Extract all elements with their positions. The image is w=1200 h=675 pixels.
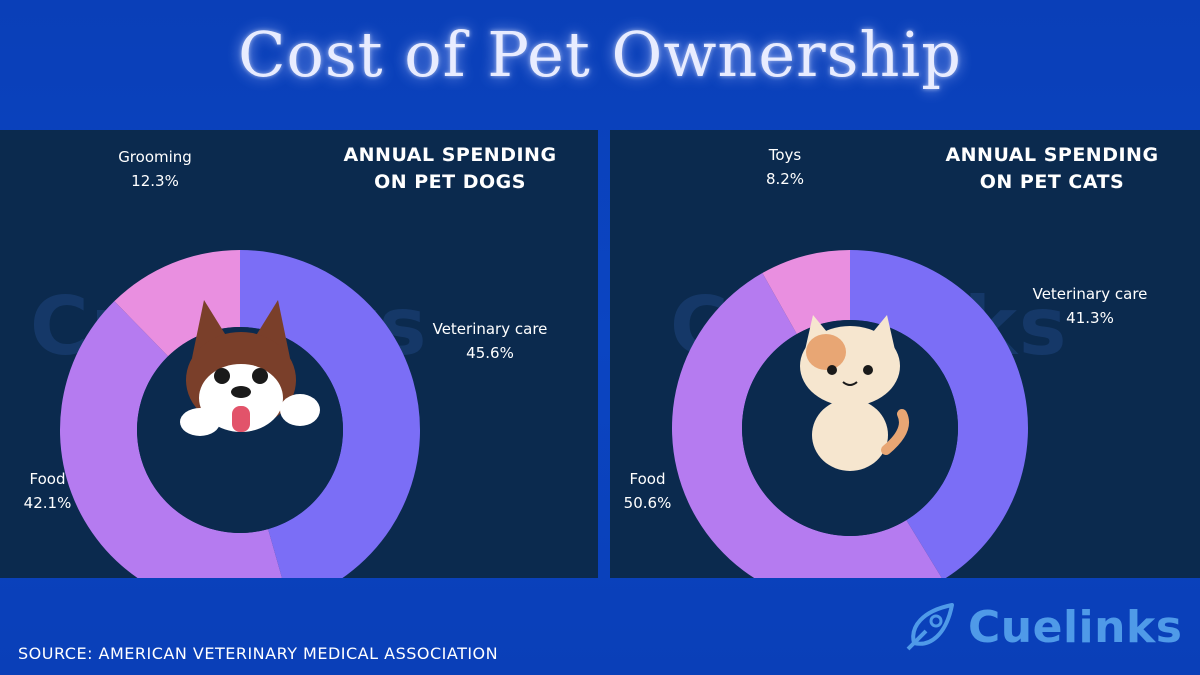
cats-label-toys-value: 8.2% bbox=[765, 170, 805, 188]
cats-chart-title: ANNUAL SPENDING ON PET CATS bbox=[902, 142, 1200, 196]
cats-slice-toys bbox=[762, 250, 850, 334]
cuelinks-logo-text: Cuelinks bbox=[968, 601, 1183, 653]
cats-label-toys: Toys 8.2% bbox=[740, 143, 830, 191]
dogs-label-veterinary-care: Veterinary care 45.6% bbox=[410, 317, 570, 365]
cats-label-food-name: Food bbox=[629, 470, 666, 488]
dogs-label-food: Food 42.1% bbox=[0, 467, 95, 515]
cats-chart-panel: Cuelinks ANNUAL SPENDING ON PET CATS Vet… bbox=[610, 130, 1200, 578]
cats-label-veterinary-care-value: 41.3% bbox=[1066, 309, 1114, 327]
cats-label-veterinary-care: Veterinary care 41.3% bbox=[1010, 282, 1170, 330]
cats-donut-chart bbox=[672, 250, 1028, 578]
dogs-label-food-name: Food bbox=[29, 470, 66, 488]
dogs-chart-title-line-2: ON PET DOGS bbox=[374, 171, 526, 193]
dogs-label-grooming-name: Grooming bbox=[118, 148, 192, 166]
cats-chart-title-line-1: ANNUAL SPENDING bbox=[945, 144, 1159, 166]
cuelinks-logo: Cuelinks bbox=[900, 592, 1182, 662]
cats-label-food: Food 50.6% bbox=[610, 467, 685, 515]
cats-slice-veterinary-care bbox=[850, 250, 1028, 578]
dogs-label-veterinary-care-name: Veterinary care bbox=[432, 320, 548, 338]
dogs-slice-veterinary-care bbox=[240, 250, 420, 578]
dogs-label-veterinary-care-value: 45.6% bbox=[466, 344, 514, 362]
dogs-label-grooming: Grooming 12.3% bbox=[90, 145, 220, 193]
cats-slice-food bbox=[672, 273, 942, 578]
cats-chart-title-line-2: ON PET CATS bbox=[979, 171, 1125, 193]
cats-label-food-value: 50.6% bbox=[623, 494, 672, 512]
dogs-label-food-value: 42.1% bbox=[23, 494, 72, 512]
dogs-chart-panel: Cuelinks ANNUAL SPENDING ON PET DOGS Vet… bbox=[0, 130, 598, 578]
cats-label-toys-name: Toys bbox=[768, 146, 802, 164]
page-title: Cost of Pet Ownership bbox=[238, 18, 962, 91]
cat-sitting-icon bbox=[800, 315, 909, 471]
dogs-chart-title: ANNUAL SPENDING ON PET DOGS bbox=[300, 142, 600, 196]
dogs-chart-title-line-1: ANNUAL SPENDING bbox=[343, 144, 557, 166]
cuelinks-rocket-icon bbox=[906, 603, 954, 651]
dogs-donut-chart bbox=[59, 250, 420, 578]
dogs-slice-food bbox=[59, 301, 282, 578]
cats-label-veterinary-care-name: Veterinary care bbox=[1032, 285, 1148, 303]
dogs-label-grooming-value: 12.3% bbox=[131, 172, 179, 190]
husky-dog-face-icon bbox=[180, 300, 320, 436]
source-note: SOURCE: AMERICAN VETERINARY MEDICAL ASSO… bbox=[18, 644, 499, 663]
